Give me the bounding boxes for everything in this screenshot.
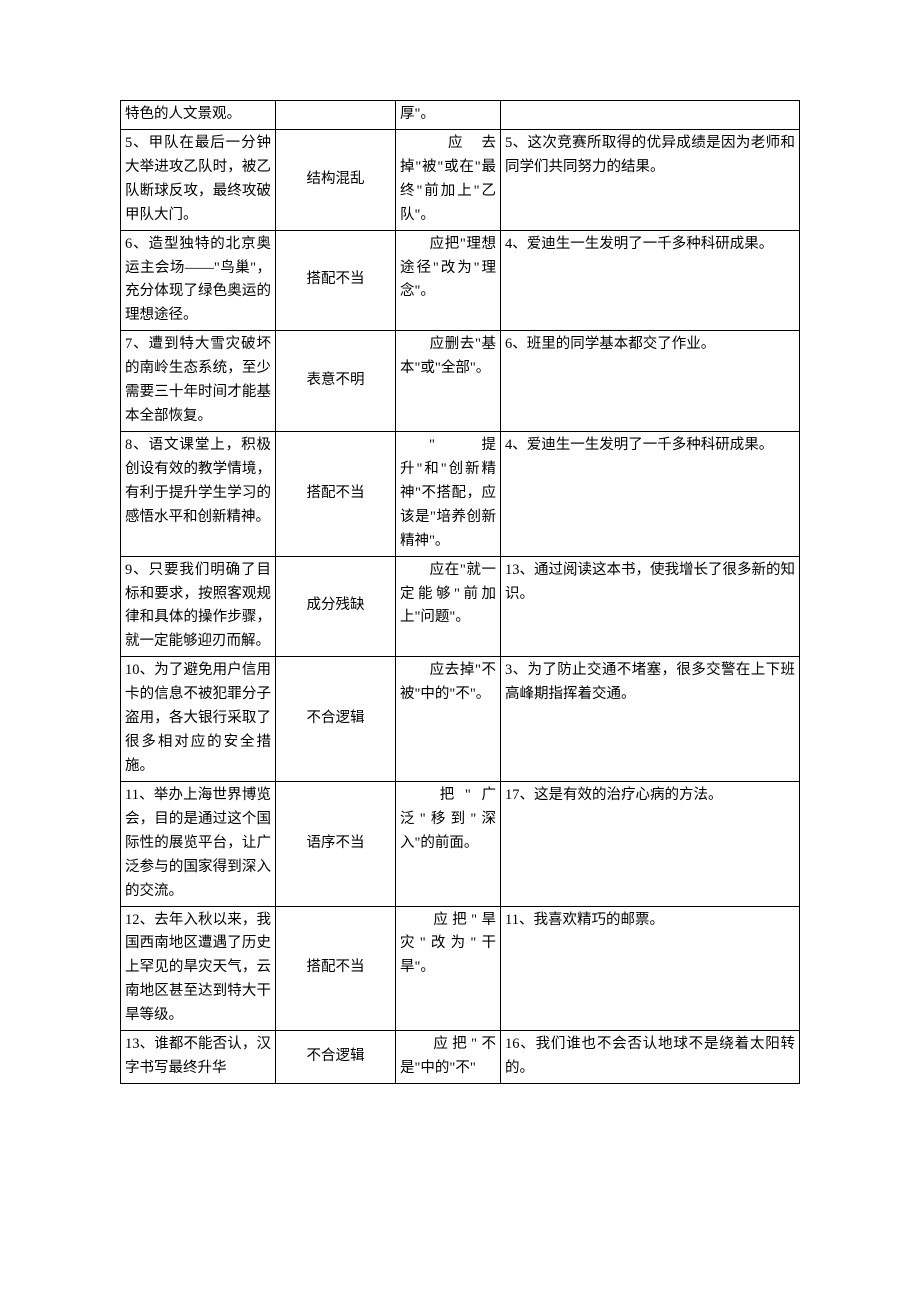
- example-cell: 11、我喜欢精巧的邮票。: [501, 906, 800, 1031]
- correction-cell: 应在"就一定能够"前加上"问题"。: [396, 556, 501, 657]
- sentence-cell: 13、谁都不能否认，汉字书写最终升华: [121, 1031, 276, 1084]
- table-row: 特色的人文景观。 厚"。: [121, 101, 800, 130]
- example-cell: 3、为了防止交通不堵塞，很多交警在上下班高峰期指挥着交通。: [501, 657, 800, 782]
- correction-cell: 应删去"基本"或"全部"。: [396, 331, 501, 432]
- error-type-cell: 不合逻辑: [276, 1031, 396, 1084]
- example-cell: 5、这次竞赛所取得的优异成绩是因为老师和同学们共同努力的结果。: [501, 129, 800, 230]
- error-type-cell: 表意不明: [276, 331, 396, 432]
- table-row: 7、遭到特大雪灾破坏的南岭生态系统，至少需要三十年时间才能基本全部恢复。表意不明…: [121, 331, 800, 432]
- error-type-cell: 搭配不当: [276, 431, 396, 556]
- example-cell: 6、班里的同学基本都交了作业。: [501, 331, 800, 432]
- correction-cell: "提升"和"创新精神"不搭配，应该是"培养创新精神"。: [396, 431, 501, 556]
- correction-cell: 应把"不是"中的"不": [396, 1031, 501, 1084]
- sentence-error-table: 特色的人文景观。厚"。5、甲队在最后一分钟大举进攻乙队时，被乙队断球反攻，最终攻…: [120, 100, 800, 1084]
- table-row: 13、谁都不能否认，汉字书写最终升华不合逻辑应把"不是"中的"不"16、我们谁也…: [121, 1031, 800, 1084]
- error-type-cell: 成分残缺: [276, 556, 396, 657]
- sentence-cell: 特色的人文景观。: [121, 101, 276, 130]
- error-type-cell: 搭配不当: [276, 906, 396, 1031]
- sentence-cell: 8、语文课堂上，积极创设有效的教学情境，有利于提升学生学习的感悟水平和创新精神。: [121, 431, 276, 556]
- correction-cell: 应去掉"不被"中的"不"。: [396, 657, 501, 782]
- table-row: 5、甲队在最后一分钟大举进攻乙队时，被乙队断球反攻，最终攻破甲队大门。结构混乱应…: [121, 129, 800, 230]
- correction-cell: 应把"理想途径"改为"理念"。: [396, 230, 501, 331]
- table-row: 9、只要我们明确了目标和要求，按照客观规律和具体的操作步骤，就一定能够迎刃而解。…: [121, 556, 800, 657]
- correction-cell: 应去掉"被"或在"最终"前加上"乙队"。: [396, 129, 501, 230]
- table-row: 6、造型独特的北京奥运主会场——"鸟巢"，充分体现了绿色奥运的理想途径。搭配不当…: [121, 230, 800, 331]
- sentence-cell: 11、举办上海世界博览会，目的是通过这个国际性的展览平台，让广泛参与的国家得到深…: [121, 781, 276, 906]
- error-type-cell: 结构混乱: [276, 129, 396, 230]
- example-cell: 4、爱迪生一生发明了一千多种科研成果。: [501, 431, 800, 556]
- sentence-cell: 12、去年入秋以来，我国西南地区遭遇了历史上罕见的旱灾天气，云南地区甚至达到特大…: [121, 906, 276, 1031]
- table-row: 8、语文课堂上，积极创设有效的教学情境，有利于提升学生学习的感悟水平和创新精神。…: [121, 431, 800, 556]
- error-type-cell: [276, 101, 396, 130]
- error-type-cell: 搭配不当: [276, 230, 396, 331]
- table-row: 10、为了避免用户信用卡的信息不被犯罪分子盗用，各大银行采取了很多相对应的安全措…: [121, 657, 800, 782]
- table-body: 特色的人文景观。厚"。5、甲队在最后一分钟大举进攻乙队时，被乙队断球反攻，最终攻…: [121, 101, 800, 1084]
- error-type-cell: 语序不当: [276, 781, 396, 906]
- example-cell: [501, 101, 800, 130]
- correction-cell: 厚"。: [396, 101, 501, 130]
- sentence-cell: 6、造型独特的北京奥运主会场——"鸟巢"，充分体现了绿色奥运的理想途径。: [121, 230, 276, 331]
- example-cell: 13、通过阅读这本书，使我增长了很多新的知识。: [501, 556, 800, 657]
- correction-cell: 把"广泛"移到"深入"的前面。: [396, 781, 501, 906]
- table-row: 11、举办上海世界博览会，目的是通过这个国际性的展览平台，让广泛参与的国家得到深…: [121, 781, 800, 906]
- correction-cell: 应把"旱灾"改为"干旱"。: [396, 906, 501, 1031]
- example-cell: 17、这是有效的治疗心病的方法。: [501, 781, 800, 906]
- example-cell: 16、我们谁也不会否认地球不是绕着太阳转的。: [501, 1031, 800, 1084]
- example-cell: 4、爱迪生一生发明了一千多种科研成果。: [501, 230, 800, 331]
- sentence-cell: 7、遭到特大雪灾破坏的南岭生态系统，至少需要三十年时间才能基本全部恢复。: [121, 331, 276, 432]
- table-row: 12、去年入秋以来，我国西南地区遭遇了历史上罕见的旱灾天气，云南地区甚至达到特大…: [121, 906, 800, 1031]
- sentence-cell: 9、只要我们明确了目标和要求，按照客观规律和具体的操作步骤，就一定能够迎刃而解。: [121, 556, 276, 657]
- sentence-cell: 10、为了避免用户信用卡的信息不被犯罪分子盗用，各大银行采取了很多相对应的安全措…: [121, 657, 276, 782]
- error-type-cell: 不合逻辑: [276, 657, 396, 782]
- sentence-cell: 5、甲队在最后一分钟大举进攻乙队时，被乙队断球反攻，最终攻破甲队大门。: [121, 129, 276, 230]
